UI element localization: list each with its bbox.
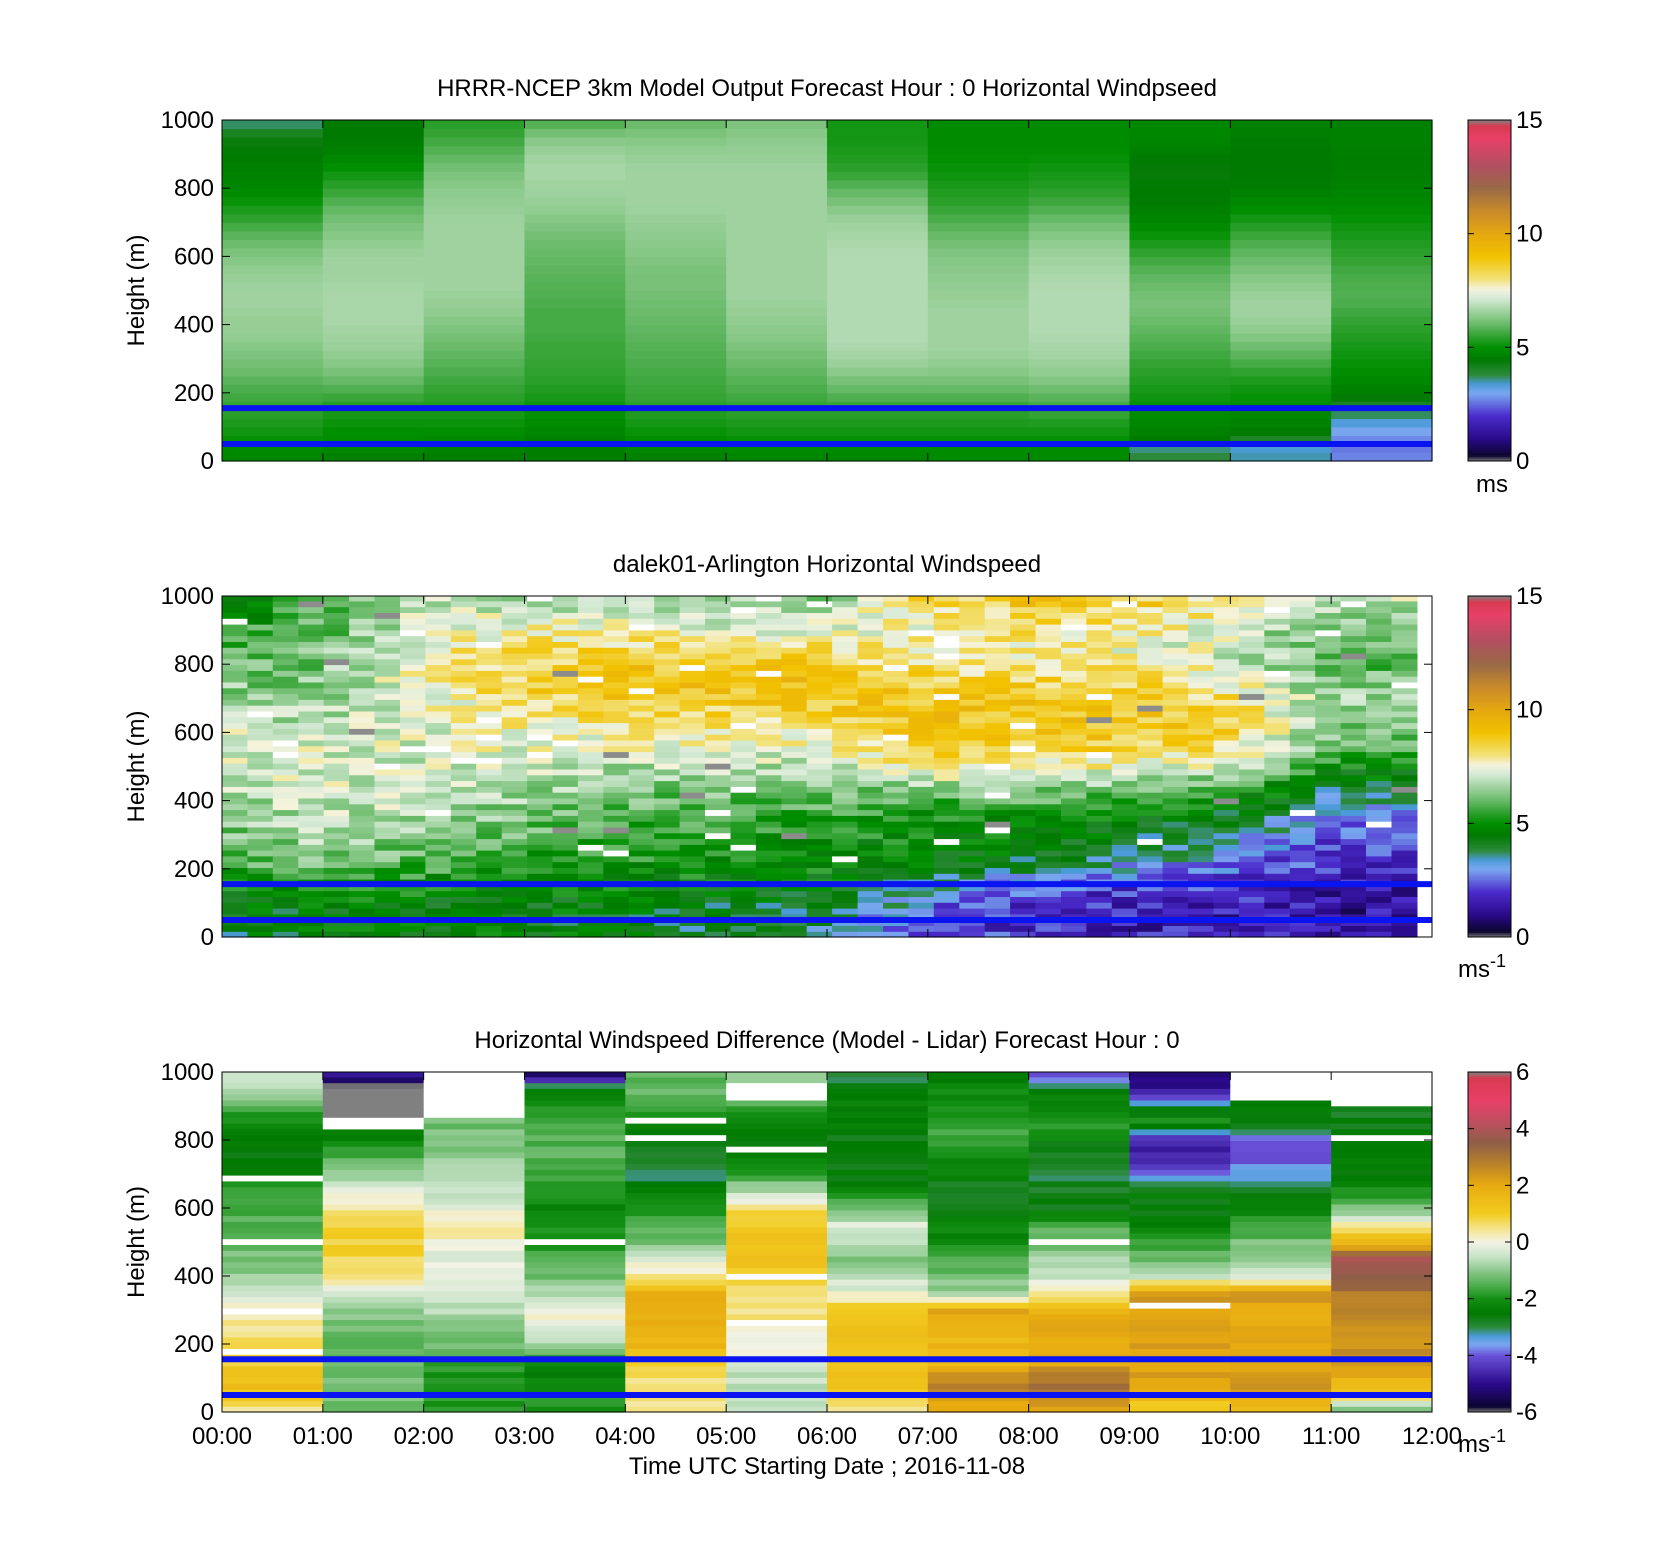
y-tick-label: 1000 bbox=[161, 1059, 214, 1086]
chart-title: HRRR-NCEP 3km Model Output Forecast Hour… bbox=[437, 75, 1217, 102]
colorbar-tick-label: 15 bbox=[1516, 107, 1543, 134]
colorbar-tick-label: 0 bbox=[1516, 924, 1529, 951]
x-tick-label: 03:00 bbox=[494, 1423, 554, 1450]
colorbar-unit-exponent: -1 bbox=[1490, 951, 1506, 971]
x-tick-label: 11:00 bbox=[1302, 1423, 1360, 1450]
colorbar-tick-label: 15 bbox=[1516, 583, 1543, 610]
colorbar-tick-label: 0 bbox=[1516, 1229, 1529, 1256]
y-tick-label: 200 bbox=[174, 1331, 214, 1358]
colorbar-tick-label: 6 bbox=[1516, 1059, 1529, 1086]
y-tick-label: 0 bbox=[201, 1399, 214, 1426]
colorbar-tick-label: -2 bbox=[1516, 1286, 1537, 1313]
y-axis-label: Height (m) bbox=[123, 1186, 150, 1298]
colorbar-tick-label: -6 bbox=[1516, 1399, 1537, 1426]
colorbar-tick-label: -4 bbox=[1516, 1342, 1537, 1369]
colorbar-tick-label: 5 bbox=[1516, 334, 1529, 361]
y-axis-label: Height (m) bbox=[123, 234, 150, 346]
y-tick-label: 800 bbox=[174, 651, 214, 678]
x-tick-label: 01:00 bbox=[293, 1423, 353, 1450]
colorbar-tick-label: 0 bbox=[1516, 448, 1529, 475]
x-axis-label: Time UTC Starting Date ; 2016-11-08 bbox=[629, 1453, 1025, 1480]
colorbar-tick-label: 10 bbox=[1516, 697, 1543, 724]
y-axis-label: Height (m) bbox=[123, 710, 150, 822]
chart-title: Horizontal Windspeed Difference (Model -… bbox=[474, 1027, 1179, 1054]
panel-3: 0 200 400 600 800 1000 Horizontal Windspeed Di… bbox=[123, 1027, 1537, 1458]
heatmap-cells bbox=[222, 120, 1433, 462]
y-tick-label: 800 bbox=[174, 175, 214, 202]
colorbar-unit: ms bbox=[1476, 471, 1508, 498]
colorbar: 0 5 10 15 ms bbox=[1467, 107, 1543, 498]
chart-title: dalek01-Arlington Horizontal Windspeed bbox=[613, 551, 1041, 578]
x-tick-label: 00:00 bbox=[192, 1423, 252, 1450]
y-tick-label: 600 bbox=[174, 719, 214, 746]
y-tick-label: 400 bbox=[174, 1263, 214, 1290]
x-tick-label: 10:00 bbox=[1200, 1423, 1260, 1450]
y-tick-label: 1000 bbox=[161, 107, 214, 134]
colorbar-unit-exponent: -1 bbox=[1490, 1426, 1506, 1446]
y-tick-label: 400 bbox=[174, 788, 214, 815]
colorbar: -6 -4 -2 0 2 4 6 ms-1 bbox=[1458, 1059, 1537, 1458]
y-tick-label: 0 bbox=[201, 924, 214, 951]
y-tick-label: 0 bbox=[201, 448, 214, 475]
y-tick-label: 800 bbox=[174, 1127, 214, 1154]
y-tick-label: 400 bbox=[174, 312, 214, 339]
x-tick-label: 02:00 bbox=[394, 1423, 454, 1450]
y-tick-label: 1000 bbox=[161, 583, 214, 610]
colorbar-tick-label: 2 bbox=[1516, 1172, 1529, 1199]
x-tick-label: 06:00 bbox=[797, 1423, 857, 1450]
x-tick-label: 12:00 bbox=[1402, 1423, 1462, 1450]
y-tick-label: 600 bbox=[174, 243, 214, 270]
x-tick-label: 07:00 bbox=[898, 1423, 958, 1450]
colorbar-unit: ms-1 bbox=[1458, 951, 1506, 983]
colorbar-tick-label: 5 bbox=[1516, 810, 1529, 837]
colorbar-tick-label: 4 bbox=[1516, 1116, 1529, 1143]
x-tick-label: 04:00 bbox=[595, 1423, 655, 1450]
x-tick-label: 05:00 bbox=[696, 1423, 756, 1450]
colorbar: 0 5 10 15 ms-1 bbox=[1458, 583, 1543, 983]
y-tick-label: 600 bbox=[174, 1195, 214, 1222]
colorbar-unit: ms-1 bbox=[1458, 1426, 1506, 1458]
panel-1: 0 200 400 600 800 1000 HRRR-NCEP 3km Model Out… bbox=[123, 75, 1543, 498]
x-tick-label: 08:00 bbox=[999, 1423, 1059, 1450]
colorbar-tick-label: 10 bbox=[1516, 221, 1543, 248]
y-tick-label: 200 bbox=[174, 380, 214, 407]
y-tick-label: 200 bbox=[174, 856, 214, 883]
panel-2: 0 200 400 600 800 1000 dalek01-Arlington Horiz… bbox=[123, 551, 1543, 983]
x-tick-label: 09:00 bbox=[1099, 1423, 1159, 1450]
